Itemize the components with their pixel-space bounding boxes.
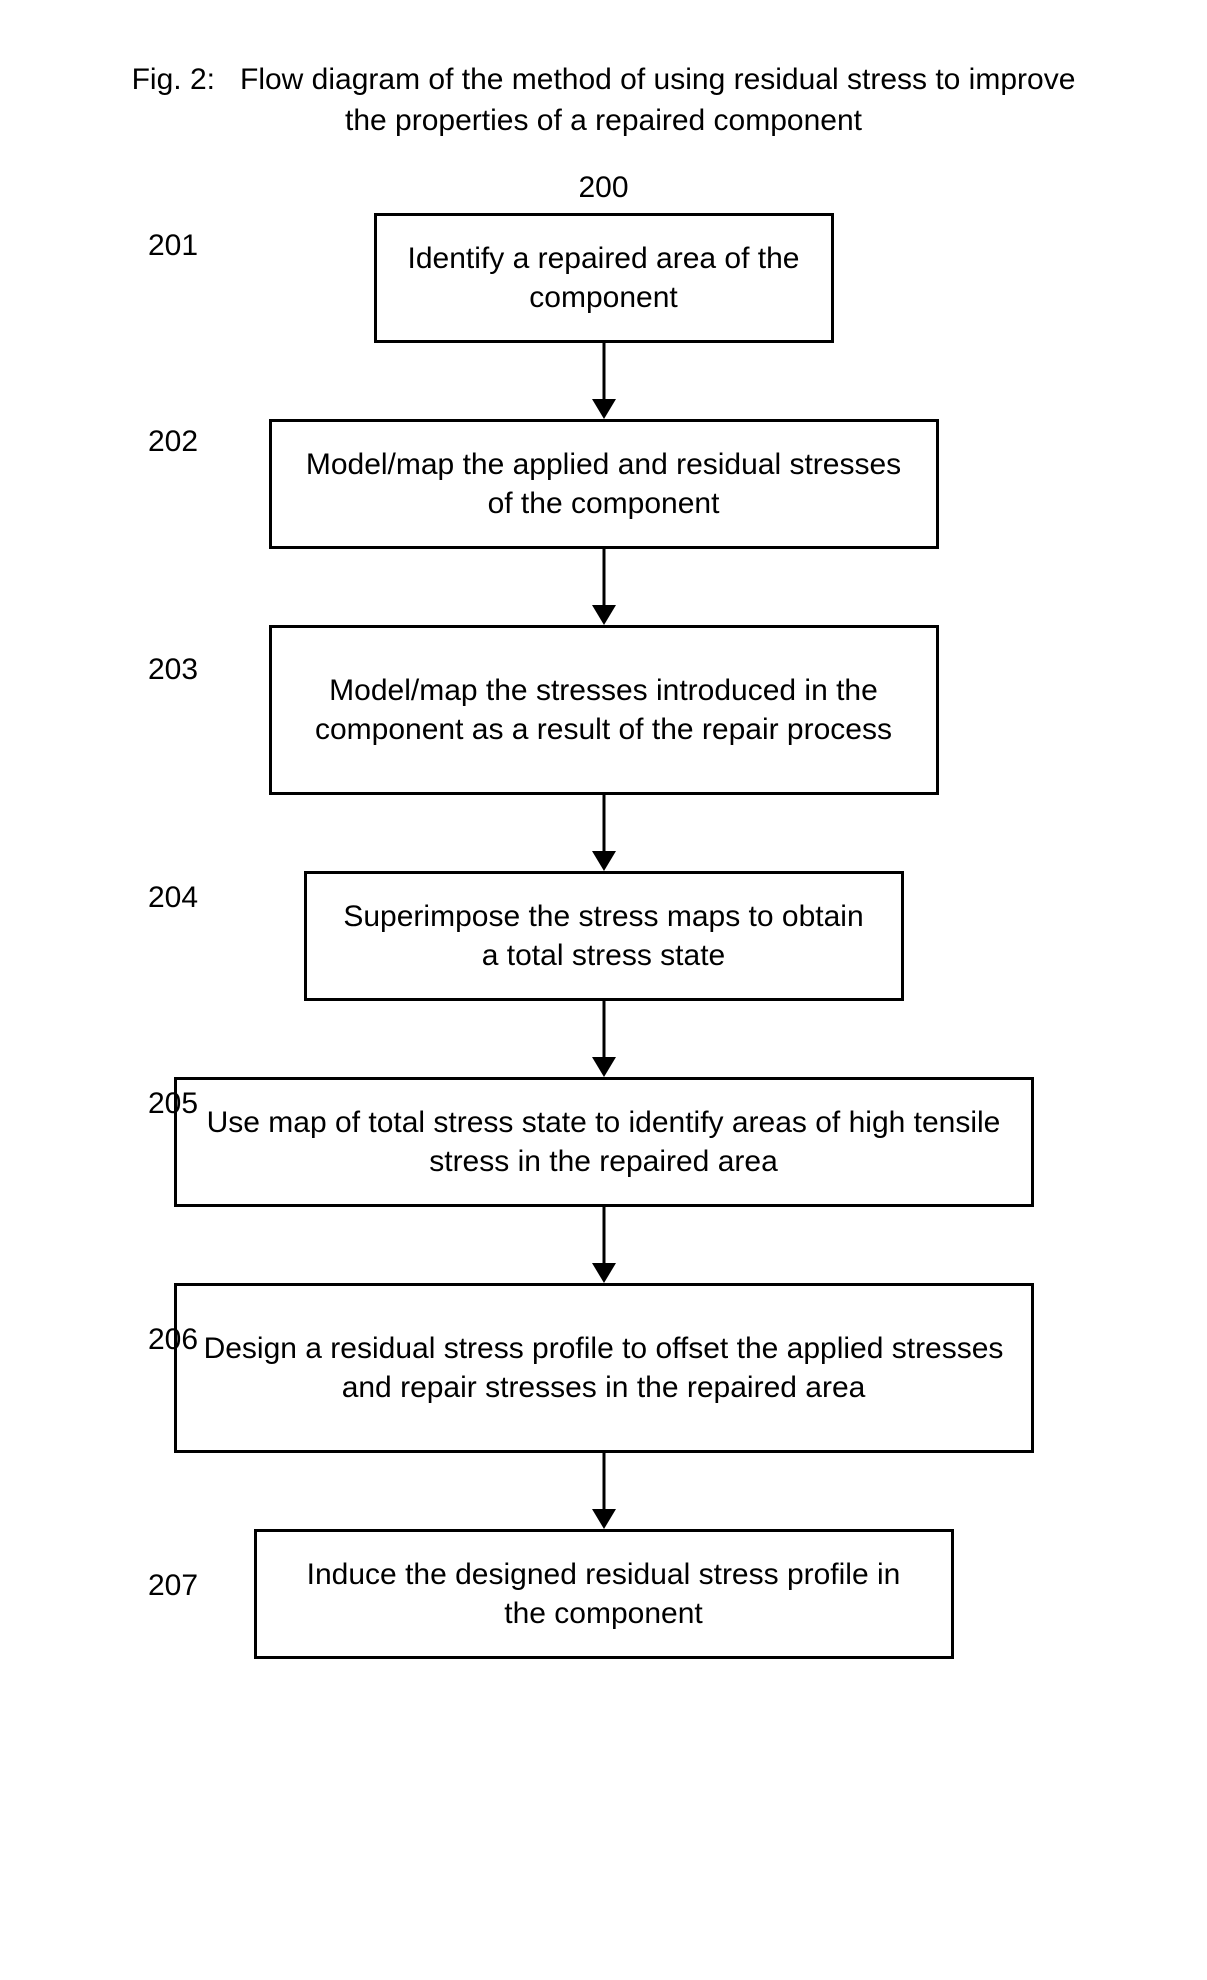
flow-row: 203 Model/map the stresses introduced in … (40, 625, 1167, 795)
step-label-204: 204 (148, 881, 198, 915)
step-box-207: Induce the designed residual stress prof… (254, 1529, 954, 1659)
step-label-207: 207 (148, 1569, 198, 1603)
step-label-203: 203 (148, 653, 198, 687)
top-reference-label: 200 (40, 171, 1167, 205)
step-label-206: 206 (148, 1323, 198, 1357)
figure-caption: Fig. 2: Flow diagram of the method of us… (114, 60, 1094, 141)
flow-row: 202 Model/map the applied and residual st… (40, 419, 1167, 549)
step-box-206: Design a residual stress profile to offs… (174, 1283, 1034, 1453)
flow-row: 204 Superimpose the stress maps to obtain… (40, 871, 1167, 1001)
flow-row: 205Use map of total stress state to iden… (40, 1077, 1167, 1207)
flow-arrow (40, 1001, 1167, 1077)
flow-row: 207 Induce the designed residual stress p… (40, 1529, 1167, 1659)
step-box-203: Model/map the stresses introduced in the… (269, 625, 939, 795)
step-box-205: Use map of total stress state to identif… (174, 1077, 1034, 1207)
flow-arrow (40, 549, 1167, 625)
step-label-202: 202 (148, 425, 198, 459)
step-label-201: 201 (148, 229, 198, 263)
flow-row: 206Design a residual stress profile to o… (40, 1283, 1167, 1453)
caption-text: Flow diagram of the method of using resi… (240, 63, 1075, 137)
step-text: Superimpose the stress maps to obtain a … (333, 897, 875, 975)
flow-arrow (40, 343, 1167, 419)
step-label-205: 205 (148, 1087, 198, 1121)
step-text: Model/map the stresses introduced in the… (298, 671, 910, 749)
step-text: Use map of total stress state to identif… (203, 1103, 1005, 1181)
step-box-201: Identify a repaired area of the componen… (374, 213, 834, 343)
step-box-204: Superimpose the stress maps to obtain a … (304, 871, 904, 1001)
flow-arrow (40, 795, 1167, 871)
step-text: Induce the designed residual stress prof… (283, 1555, 925, 1633)
step-box-202: Model/map the applied and residual stres… (269, 419, 939, 549)
flow-arrow (40, 1453, 1167, 1529)
step-text: Model/map the applied and residual stres… (298, 445, 910, 523)
step-text: Design a residual stress profile to offs… (203, 1329, 1005, 1407)
flow-arrow (40, 1207, 1167, 1283)
flowchart: 201 Identify a repaired area of the compo… (40, 213, 1167, 1659)
caption-prefix: Fig. 2: (132, 63, 215, 96)
flow-row: 201 Identify a repaired area of the compo… (40, 213, 1167, 343)
step-text: Identify a repaired area of the componen… (403, 239, 805, 317)
